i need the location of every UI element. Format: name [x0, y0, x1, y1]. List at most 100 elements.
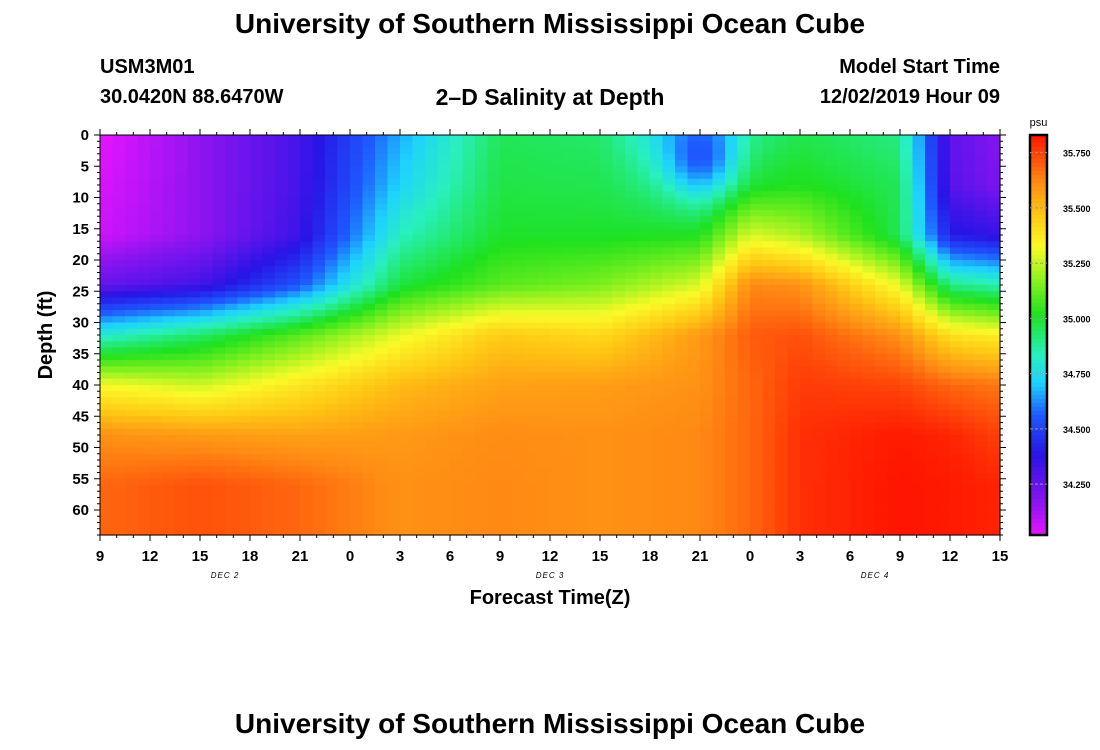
- heatmap-cell: [475, 528, 489, 536]
- heatmap-cell: [437, 266, 451, 274]
- y-tick-label: 35: [72, 346, 89, 363]
- heatmap-cell: [350, 160, 364, 167]
- heatmap-cell: [950, 135, 964, 142]
- heatmap-cell: [150, 378, 164, 386]
- heatmap-cell: [787, 447, 801, 455]
- heatmap-cell: [762, 141, 776, 149]
- heatmap-cell: [400, 253, 414, 261]
- heatmap-cell: [250, 153, 264, 161]
- heatmap-cell: [962, 285, 976, 292]
- colorbar-tick-label: 34.250: [1063, 480, 1091, 490]
- heatmap-cell: [362, 297, 376, 305]
- heatmap-cell: [125, 228, 139, 236]
- heatmap-cell: [112, 491, 126, 499]
- heatmap-cell: [200, 328, 214, 336]
- heatmap-cell: [387, 391, 401, 399]
- heatmap-cell: [612, 366, 626, 374]
- heatmap-cell: [762, 435, 776, 442]
- heatmap-cell: [225, 172, 239, 180]
- heatmap-cell: [200, 172, 214, 180]
- heatmap-cell: [300, 322, 314, 330]
- heatmap-cell: [512, 272, 526, 280]
- heatmap-cell: [425, 153, 439, 161]
- heatmap-cell: [987, 222, 1001, 230]
- heatmap-cell: [475, 135, 489, 142]
- heatmap-cell: [425, 303, 439, 311]
- heatmap-cell: [137, 516, 151, 524]
- heatmap-cell: [662, 460, 676, 467]
- heatmap-cell: [212, 260, 226, 267]
- heatmap-cell: [225, 322, 239, 330]
- heatmap-cell: [487, 222, 501, 230]
- heatmap-cell: [900, 322, 914, 330]
- heatmap-cell: [512, 366, 526, 374]
- heatmap-cell: [387, 316, 401, 324]
- heatmap-cell: [125, 497, 139, 505]
- heatmap-cell: [512, 266, 526, 274]
- heatmap-cell: [225, 416, 239, 424]
- heatmap-cell: [162, 485, 176, 492]
- heatmap-cell: [650, 141, 664, 149]
- heatmap-cell: [175, 428, 189, 436]
- heatmap-cell: [387, 478, 401, 486]
- heatmap-cell: [887, 310, 901, 317]
- heatmap-cell: [862, 216, 876, 224]
- heatmap-cell: [575, 503, 589, 511]
- heatmap-cell: [950, 210, 964, 217]
- heatmap-cell: [862, 428, 876, 436]
- heatmap-cell: [887, 191, 901, 199]
- heatmap-cell: [137, 372, 151, 380]
- colorbar-swatch: [1030, 451, 1047, 456]
- heatmap-cell: [737, 310, 751, 317]
- heatmap-cell: [212, 247, 226, 255]
- heatmap-cell: [800, 397, 814, 405]
- heatmap-cell: [950, 228, 964, 236]
- heatmap-cell: [812, 172, 826, 180]
- heatmap-cell: [375, 478, 389, 486]
- heatmap-cell: [700, 422, 714, 430]
- heatmap-cell: [187, 360, 201, 367]
- heatmap-cell: [400, 335, 414, 342]
- heatmap-cell: [787, 422, 801, 430]
- heatmap-cell: [687, 428, 701, 436]
- heatmap-cell: [100, 485, 114, 492]
- heatmap-cell: [737, 441, 751, 449]
- heatmap-cell: [462, 166, 476, 174]
- heatmap-cell: [400, 166, 414, 174]
- heatmap-cell: [800, 416, 814, 424]
- heatmap-cell: [425, 416, 439, 424]
- heatmap-cell: [387, 441, 401, 449]
- heatmap-cell: [612, 428, 626, 436]
- heatmap-cell: [462, 510, 476, 517]
- heatmap-cell: [937, 210, 951, 217]
- heatmap-cell: [137, 316, 151, 324]
- heatmap-cell: [975, 453, 989, 461]
- heatmap-cell: [912, 497, 926, 505]
- heatmap-cell: [825, 416, 839, 424]
- heatmap-cell: [462, 316, 476, 324]
- heatmap-cell: [100, 141, 114, 149]
- heatmap-cell: [387, 191, 401, 199]
- heatmap-cell: [687, 303, 701, 311]
- heatmap-cell: [587, 447, 601, 455]
- heatmap-cell: [600, 166, 614, 174]
- heatmap-cell: [787, 397, 801, 405]
- heatmap-cell: [737, 253, 751, 261]
- heatmap-cell: [650, 303, 664, 311]
- heatmap-cell: [537, 191, 551, 199]
- heatmap-cell: [400, 310, 414, 317]
- heatmap-cell: [512, 297, 526, 305]
- heatmap-cell: [425, 328, 439, 336]
- heatmap-cell: [325, 278, 339, 286]
- heatmap-cell: [162, 510, 176, 517]
- heatmap-cell: [712, 441, 726, 449]
- heatmap-cell: [350, 247, 364, 255]
- heatmap-cell: [375, 341, 389, 349]
- heatmap-cell: [475, 191, 489, 199]
- heatmap-cell: [537, 203, 551, 211]
- heatmap-cell: [250, 285, 264, 292]
- heatmap-cell: [612, 472, 626, 480]
- heatmap-cell: [650, 153, 664, 161]
- heatmap-cell: [637, 303, 651, 311]
- heatmap-cell: [587, 435, 601, 442]
